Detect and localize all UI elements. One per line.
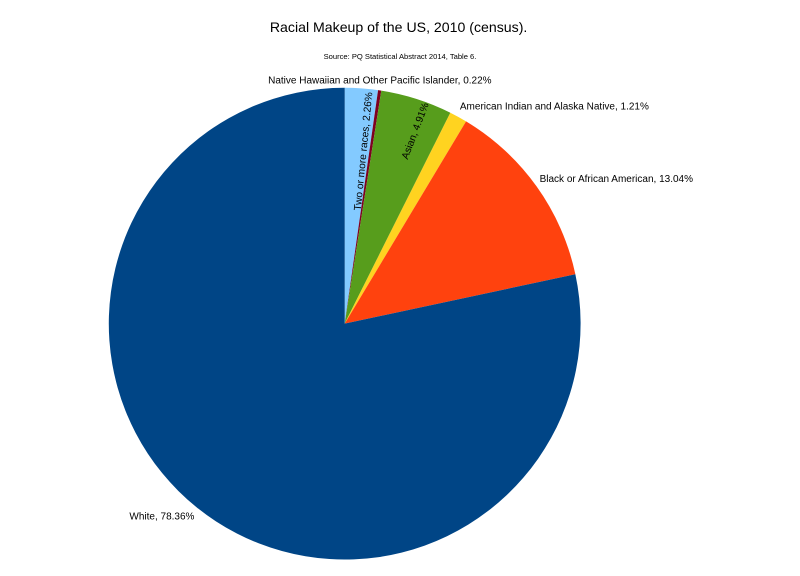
svg-text:Black or African American, 13.: Black or African American, 13.04% <box>540 174 694 185</box>
svg-text:White, 78.36%: White, 78.36% <box>129 511 194 522</box>
svg-text:Native Hawaiian and Other Paci: Native Hawaiian and Other Pacific Island… <box>268 75 492 86</box>
svg-text:Racial Makeup of the US, 2010: Racial Makeup of the US, 2010 (census). <box>270 19 528 35</box>
svg-text:Source: PQ Statistical Abstrac: Source: PQ Statistical Abstract 2014, Ta… <box>324 52 477 61</box>
svg-text:American Indian and Alaska Nat: American Indian and Alaska Native, 1.21% <box>460 102 649 113</box>
